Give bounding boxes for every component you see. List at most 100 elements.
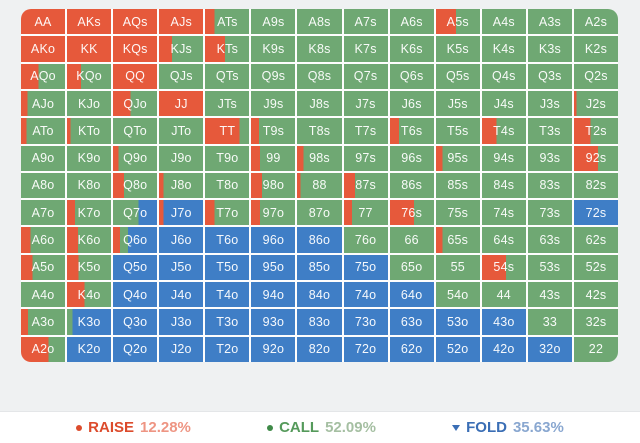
cell-J3s[interactable]: J3s (527, 90, 572, 117)
cell-KTs[interactable]: KTs (205, 36, 250, 62)
cell-88[interactable]: 88 (297, 172, 342, 199)
cell-JTs[interactable]: JTs (205, 90, 250, 117)
cell-KJo[interactable]: KJo (67, 90, 112, 117)
cell-K4o[interactable]: K4o (67, 282, 112, 308)
cell-44[interactable]: 44 (481, 282, 526, 308)
cell-Q9o[interactable]: Q9o (113, 145, 158, 171)
cell-K8o[interactable]: K8o (67, 172, 112, 199)
cell-Q4s[interactable]: Q4s (481, 63, 526, 89)
cell-53o[interactable]: 53o (435, 309, 480, 335)
cell-32s[interactable]: 32s (573, 309, 618, 335)
cell-33[interactable]: 33 (527, 309, 572, 335)
cell-J8o[interactable]: J8o (159, 172, 204, 199)
cell-62s[interactable]: 62s (573, 227, 618, 253)
cell-42o[interactable]: 42o (481, 336, 526, 362)
cell-J2s[interactable]: J2s (573, 90, 618, 117)
cell-QJo[interactable]: QJo (113, 90, 158, 117)
cell-KJs[interactable]: KJs (159, 36, 204, 62)
cell-T4s[interactable]: T4s (481, 118, 526, 144)
cell-77[interactable]: 77 (343, 200, 388, 226)
cell-A8s[interactable]: A8s (297, 9, 342, 35)
cell-TT[interactable]: TT (205, 118, 250, 144)
cell-62o[interactable]: 62o (389, 336, 434, 362)
cell-K5o[interactable]: K5o (67, 254, 112, 281)
cell-93o[interactable]: 93o (251, 309, 296, 335)
cell-75s[interactable]: 75s (435, 200, 480, 226)
cell-AA[interactable]: AA (21, 9, 66, 35)
cell-A7s[interactable]: A7s (343, 9, 388, 35)
cell-Q8s[interactable]: Q8s (297, 63, 342, 89)
cell-J6o[interactable]: J6o (159, 227, 204, 253)
cell-J9s[interactable]: J9s (251, 90, 296, 117)
cell-J3o[interactable]: J3o (159, 309, 204, 335)
cell-52o[interactable]: 52o (435, 336, 480, 362)
cell-K2s[interactable]: K2s (573, 36, 618, 62)
cell-T7s[interactable]: T7s (343, 118, 388, 144)
cell-Q5s[interactable]: Q5s (435, 63, 480, 89)
cell-A3o[interactable]: A3o (21, 309, 66, 335)
cell-Q4o[interactable]: Q4o (113, 282, 158, 308)
cell-73s[interactable]: 73s (527, 200, 572, 226)
cell-Q6s[interactable]: Q6s (389, 63, 434, 89)
cell-86o[interactable]: 86o (297, 227, 342, 253)
cell-65s[interactable]: 65s (435, 227, 480, 253)
cell-86s[interactable]: 86s (389, 172, 434, 199)
cell-Q3s[interactable]: Q3s (527, 63, 572, 89)
cell-K3o[interactable]: K3o (67, 309, 112, 335)
cell-A3s[interactable]: A3s (527, 9, 572, 35)
cell-97s[interactable]: 97s (343, 145, 388, 171)
cell-A5s[interactable]: A5s (435, 9, 480, 35)
cell-63o[interactable]: 63o (389, 309, 434, 335)
cell-96s[interactable]: 96s (389, 145, 434, 171)
cell-QJs[interactable]: QJs (159, 63, 204, 89)
cell-T3s[interactable]: T3s (527, 118, 572, 144)
cell-96o[interactable]: 96o (251, 227, 296, 253)
cell-K2o[interactable]: K2o (67, 336, 112, 362)
cell-83o[interactable]: 83o (297, 309, 342, 335)
cell-K7s[interactable]: K7s (343, 36, 388, 62)
cell-A6s[interactable]: A6s (389, 9, 434, 35)
cell-43s[interactable]: 43s (527, 282, 572, 308)
cell-93s[interactable]: 93s (527, 145, 572, 171)
cell-Q7s[interactable]: Q7s (343, 63, 388, 89)
cell-75o[interactable]: 75o (343, 254, 388, 281)
cell-74o[interactable]: 74o (343, 282, 388, 308)
cell-A5o[interactable]: A5o (21, 254, 66, 281)
cell-Q2s[interactable]: Q2s (573, 63, 618, 89)
cell-J6s[interactable]: J6s (389, 90, 434, 117)
cell-QTs[interactable]: QTs (205, 63, 250, 89)
cell-98o[interactable]: 98o (251, 172, 296, 199)
cell-A9o[interactable]: A9o (21, 145, 66, 171)
cell-T8o[interactable]: T8o (205, 172, 250, 199)
cell-J7s[interactable]: J7s (343, 90, 388, 117)
cell-JTo[interactable]: JTo (159, 118, 204, 144)
cell-76o[interactable]: 76o (343, 227, 388, 253)
cell-AKs[interactable]: AKs (67, 9, 112, 35)
cell-T6s[interactable]: T6s (389, 118, 434, 144)
cell-64s[interactable]: 64s (481, 227, 526, 253)
cell-Q2o[interactable]: Q2o (113, 336, 158, 362)
cell-J5o[interactable]: J5o (159, 254, 204, 281)
cell-A6o[interactable]: A6o (21, 227, 66, 253)
cell-54s[interactable]: 54s (481, 254, 526, 281)
cell-T9s[interactable]: T9s (251, 118, 296, 144)
cell-85o[interactable]: 85o (297, 254, 342, 281)
cell-QTo[interactable]: QTo (113, 118, 158, 144)
cell-T2o[interactable]: T2o (205, 336, 250, 362)
cell-J7o[interactable]: J7o (159, 200, 204, 226)
cell-K7o[interactable]: K7o (67, 200, 112, 226)
cell-T6o[interactable]: T6o (205, 227, 250, 253)
cell-83s[interactable]: 83s (527, 172, 572, 199)
cell-K6s[interactable]: K6s (389, 36, 434, 62)
cell-92o[interactable]: 92o (251, 336, 296, 362)
cell-43o[interactable]: 43o (481, 309, 526, 335)
cell-95s[interactable]: 95s (435, 145, 480, 171)
cell-Q8o[interactable]: Q8o (113, 172, 158, 199)
cell-QQ[interactable]: QQ (113, 63, 158, 89)
cell-T7o[interactable]: T7o (205, 200, 250, 226)
cell-T4o[interactable]: T4o (205, 282, 250, 308)
cell-Q7o[interactable]: Q7o (113, 200, 158, 226)
cell-52s[interactable]: 52s (573, 254, 618, 281)
cell-99[interactable]: 99 (251, 145, 296, 171)
cell-ATs[interactable]: ATs (205, 9, 250, 35)
